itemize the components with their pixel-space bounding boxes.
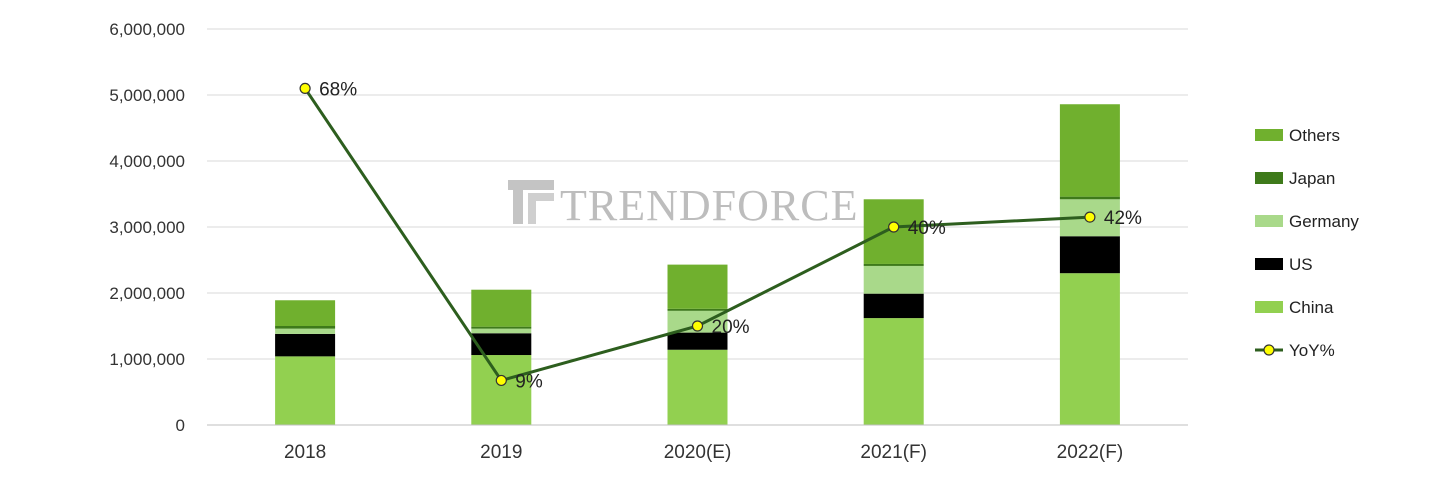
- bar-us-2020e: [667, 332, 728, 350]
- yoy-marker: [1084, 211, 1096, 223]
- yoy-data-label: 20%: [712, 317, 750, 338]
- bar-germany-2019: [471, 328, 532, 334]
- trendforce-logo-icon: [508, 180, 554, 224]
- y-tick-label: 5,000,000: [109, 86, 185, 105]
- bar-china-2021f: [863, 318, 924, 425]
- legend-marker-yoy: [1263, 344, 1275, 356]
- legend-swatch-china: [1255, 301, 1283, 313]
- legend-label-yoy: YoY%: [1289, 341, 1335, 360]
- y-tick-label: 4,000,000: [109, 152, 185, 171]
- bar-japan-2021f: [863, 263, 924, 266]
- legend: Others Japan Germany US China YoY%: [1255, 126, 1359, 360]
- x-tick-label: 2019: [480, 442, 522, 463]
- stacked-bars: [275, 104, 1120, 425]
- legend-swatch-others: [1255, 129, 1283, 141]
- yoy-marker: [495, 374, 507, 387]
- legend-swatch-us: [1255, 258, 1283, 270]
- bar-others-2022f: [1059, 104, 1120, 197]
- legend-swatch-japan: [1255, 172, 1283, 184]
- bar-china-2019: [471, 355, 532, 425]
- legend-label-germany: Germany: [1289, 212, 1359, 231]
- yoy-data-label: 68%: [319, 79, 357, 100]
- bar-japan-2019: [471, 326, 532, 329]
- bar-others-2020e: [667, 264, 728, 309]
- legend-label-us: US: [1289, 255, 1313, 274]
- yoy-marker: [299, 82, 311, 95]
- bar-us-2019: [471, 333, 532, 356]
- bar-china-2022f: [1059, 273, 1120, 425]
- bar-us-2022f: [1059, 236, 1120, 274]
- bar-japan-2018: [275, 326, 336, 329]
- bar-germany-2018: [275, 328, 336, 334]
- y-tick-label: 2,000,000: [109, 284, 185, 303]
- bar-china-2020e: [667, 349, 728, 425]
- yoy-marker: [691, 320, 704, 332]
- y-tick-label: 6,000,000: [109, 20, 185, 39]
- yoy-data-label: 9%: [515, 371, 543, 392]
- trendforce-watermark: TRENDFORCE: [508, 180, 858, 230]
- axes: 0 1,000,000 2,000,000 3,000,000 4,000,000 5,0…: [109, 20, 1188, 463]
- yoy-data-label: 40%: [908, 218, 946, 239]
- bar-china-2018: [275, 356, 336, 425]
- legend-label-japan: Japan: [1289, 169, 1335, 188]
- bar-germany-2021f: [863, 265, 924, 294]
- bar-others-2019: [471, 289, 532, 327]
- bar-us-2018: [275, 333, 336, 357]
- bar-japan-2022f: [1059, 196, 1120, 200]
- bar-others-2018: [275, 300, 336, 326]
- yoy-line-series: 68% 9% 20% 40% 42%: [299, 79, 1142, 392]
- watermark-text: TRENDFORCE: [560, 181, 858, 230]
- legend-swatch-germany: [1255, 215, 1283, 227]
- legend-label-china: China: [1289, 298, 1334, 317]
- bar-japan-2020e: [667, 308, 728, 311]
- x-tick-label: 2020(E): [664, 442, 732, 463]
- legend-label-others: Others: [1289, 126, 1340, 145]
- bar-us-2021f: [863, 293, 924, 319]
- x-tick-label: 2021(F): [860, 442, 927, 463]
- y-tick-label: 0: [176, 416, 185, 435]
- yoy-marker: [888, 221, 900, 233]
- gridlines: [207, 28, 1188, 360]
- y-tick-label: 3,000,000: [109, 218, 185, 237]
- yoy-data-label: 42%: [1104, 208, 1142, 229]
- y-tick-label: 1,000,000: [109, 350, 185, 369]
- x-tick-label: 2022(F): [1057, 442, 1124, 463]
- x-tick-label: 2018: [284, 442, 326, 463]
